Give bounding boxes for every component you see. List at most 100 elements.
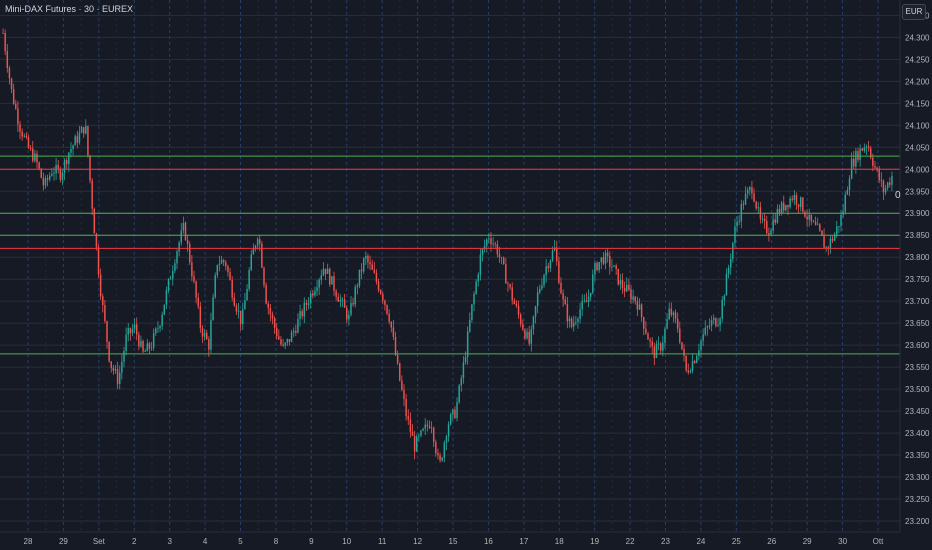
- candle-body: [163, 304, 166, 315]
- candle-body: [227, 266, 229, 273]
- candle-body: [598, 262, 600, 271]
- candle-body: [15, 103, 17, 109]
- price-axis: 24.35024.30024.25024.20024.15024.10024.0…: [899, 0, 932, 550]
- candle-body: [865, 146, 868, 148]
- candle-body: [324, 268, 327, 274]
- candle-body: [299, 311, 301, 320]
- candle-body: [806, 216, 808, 220]
- candle-body: [816, 224, 819, 226]
- candle-body: [780, 202, 783, 214]
- candle-body: [821, 230, 823, 236]
- candle-body: [165, 290, 168, 305]
- candle-body: [214, 275, 216, 298]
- candle-body: [48, 175, 51, 180]
- candle-body: [802, 197, 804, 212]
- candle-body: [189, 244, 191, 263]
- candle-body: [362, 258, 365, 272]
- candle-body: [770, 230, 772, 236]
- candle-body: [178, 242, 180, 252]
- candle-body: [186, 239, 189, 245]
- candle-body: [354, 287, 356, 305]
- candle-body: [91, 180, 93, 209]
- levels-layer: 24.03024.00023.90023.85023.82023.58023.9…: [0, 150, 932, 359]
- candle-body: [545, 266, 547, 276]
- candle-body: [44, 178, 47, 186]
- candle-body: [855, 151, 857, 167]
- candle-body: [138, 334, 140, 347]
- candle-body: [795, 195, 798, 205]
- candle-body: [441, 457, 443, 461]
- candle-body: [180, 230, 183, 243]
- candle-body: [301, 311, 303, 317]
- candle-body: [369, 262, 371, 265]
- candle-body: [723, 295, 726, 300]
- candle-body: [458, 385, 460, 403]
- candle-body: [534, 306, 537, 317]
- candle-body: [859, 148, 861, 160]
- candle-body: [273, 318, 276, 328]
- candle-body: [27, 137, 30, 148]
- candle-body: [428, 426, 431, 428]
- candle-body: [606, 252, 609, 256]
- candle-body: [225, 262, 227, 267]
- candle-body: [329, 268, 331, 285]
- candle-body: [8, 67, 11, 79]
- candle-body: [360, 269, 363, 272]
- candle-body: [341, 299, 344, 301]
- candle-body: [78, 132, 81, 143]
- price-tick-label: 23.400: [905, 429, 930, 438]
- candle-body: [861, 148, 863, 151]
- candle-body: [519, 314, 522, 325]
- candle-body: [384, 300, 386, 305]
- candle-body: [615, 265, 617, 269]
- candle-body: [146, 343, 149, 352]
- candle-body: [869, 148, 872, 158]
- candle-body: [248, 270, 250, 289]
- candle-body: [702, 334, 704, 341]
- candle-body: [82, 127, 85, 134]
- candle-body: [729, 259, 732, 268]
- candle-body: [403, 389, 405, 400]
- candle-body: [668, 308, 670, 320]
- candle-body: [570, 318, 573, 327]
- candle-body: [23, 135, 26, 137]
- candle-body: [655, 344, 658, 358]
- candle-body: [309, 293, 312, 304]
- candle-body: [863, 147, 866, 151]
- candle-body: [263, 267, 265, 286]
- price-tick-label: 23.700: [905, 297, 930, 306]
- candle-body: [191, 262, 193, 277]
- candle-body: [182, 222, 185, 231]
- candle-body: [611, 266, 613, 268]
- candle-body: [850, 158, 853, 179]
- candle-body: [617, 268, 620, 285]
- candle-body: [626, 284, 628, 292]
- candle-body: [640, 304, 643, 318]
- candle-body: [647, 333, 649, 340]
- candle-body: [254, 245, 257, 249]
- time-tick-label: 18: [555, 537, 564, 546]
- candle-body: [878, 169, 880, 181]
- candle-body: [505, 264, 507, 284]
- candle-body: [812, 221, 815, 223]
- candle-body: [670, 308, 673, 315]
- time-tick-label: 22: [626, 537, 635, 546]
- candle-body: [460, 378, 463, 386]
- candle-body: [753, 193, 755, 202]
- candle-body: [407, 416, 409, 420]
- candle-body: [683, 348, 685, 356]
- candle-body: [799, 197, 802, 207]
- candle-body: [242, 309, 244, 325]
- candle-body: [155, 328, 157, 334]
- candle-body: [513, 300, 516, 304]
- candle-body: [515, 303, 518, 306]
- candle-body: [51, 174, 53, 176]
- currency-button[interactable]: EUR: [902, 4, 926, 20]
- price-tick-label: 23.250: [905, 495, 930, 504]
- candle-body: [498, 254, 501, 258]
- candle-body: [244, 300, 246, 310]
- candle-body: [642, 317, 645, 329]
- candle-body: [110, 361, 112, 368]
- candle-body: [231, 279, 233, 298]
